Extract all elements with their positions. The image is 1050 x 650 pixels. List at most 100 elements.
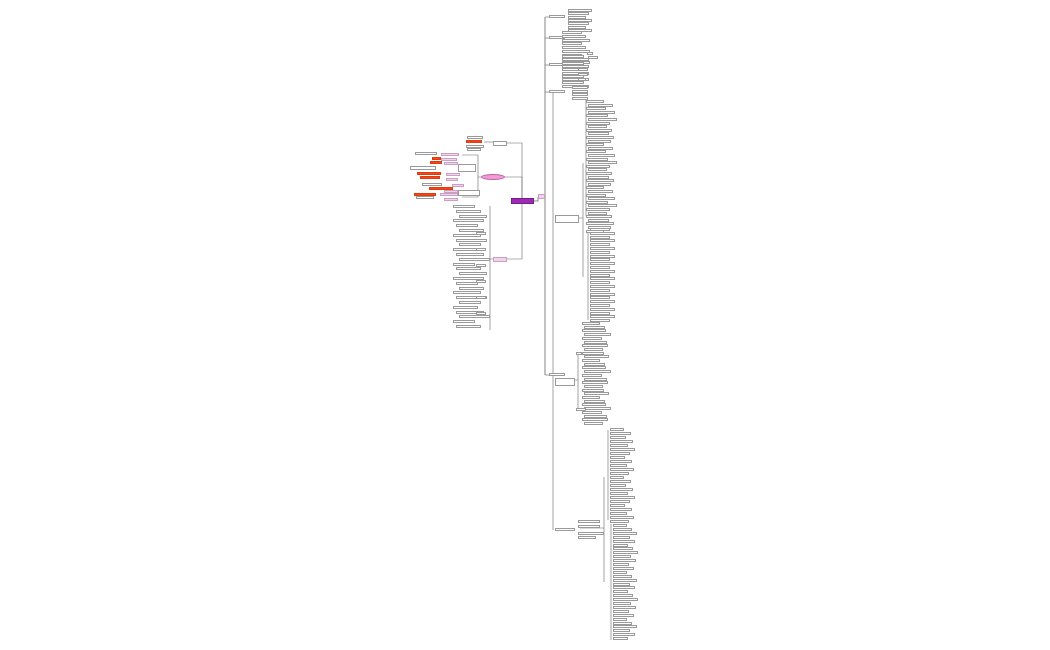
topic-node[interactable]	[588, 56, 598, 59]
topic-node[interactable]	[613, 527, 632, 531]
topic-node[interactable]	[459, 257, 490, 261]
topic-node[interactable]	[441, 158, 457, 161]
topic-node[interactable]	[562, 71, 589, 75]
topic-node[interactable]	[415, 152, 437, 155]
topic-node[interactable]	[582, 388, 604, 392]
topic-node[interactable]	[444, 190, 458, 193]
topic-node[interactable]	[493, 141, 507, 146]
topic-node[interactable]	[588, 154, 615, 157]
topic-node[interactable]	[613, 625, 637, 629]
topic-node[interactable]	[452, 184, 464, 187]
topic-node[interactable]	[586, 222, 614, 226]
topic-node[interactable]	[590, 250, 610, 254]
topic-node[interactable]	[613, 543, 628, 547]
topic-node[interactable]	[610, 432, 631, 435]
topic-node[interactable]	[453, 291, 481, 295]
topic-node[interactable]	[610, 468, 634, 471]
topic-node[interactable]	[590, 296, 610, 300]
topic-node[interactable]	[590, 269, 615, 273]
topic-node[interactable]	[590, 311, 610, 315]
topic-node[interactable]	[456, 238, 487, 242]
topic-node[interactable]	[444, 162, 458, 165]
topic-node[interactable]	[610, 488, 633, 491]
topic-node[interactable]	[610, 508, 632, 511]
topic-node[interactable]	[466, 140, 482, 143]
topic-node[interactable]	[456, 209, 481, 213]
topic-node[interactable]	[459, 243, 481, 247]
topic-node[interactable]	[613, 559, 636, 563]
topic-node[interactable]	[584, 399, 605, 403]
topic-node[interactable]	[420, 176, 440, 179]
topic-node[interactable]	[568, 9, 592, 12]
topic-node[interactable]	[613, 637, 628, 641]
topic-node[interactable]	[466, 145, 484, 148]
topic-node[interactable]	[613, 633, 635, 637]
topic-node[interactable]	[613, 563, 629, 566]
topic-node[interactable]	[613, 586, 635, 590]
topic-node[interactable]	[582, 351, 604, 355]
topic-node[interactable]	[562, 55, 584, 58]
topic-node[interactable]	[588, 139, 611, 143]
topic-node[interactable]	[456, 296, 487, 300]
topic-node[interactable]	[453, 262, 475, 266]
topic-node[interactable]	[586, 143, 604, 147]
topic-node[interactable]	[578, 536, 596, 539]
topic-node[interactable]	[613, 535, 630, 539]
topic-node[interactable]	[584, 370, 611, 374]
topic-node[interactable]	[453, 320, 475, 324]
topic-node[interactable]	[613, 555, 631, 559]
topic-node[interactable]	[610, 516, 634, 519]
topic-node[interactable]	[613, 613, 634, 617]
topic-node[interactable]	[586, 150, 606, 154]
topic-node[interactable]	[588, 110, 615, 114]
topic-node[interactable]	[582, 396, 600, 399]
topic-node[interactable]	[576, 352, 582, 355]
topic-node[interactable]	[610, 448, 635, 451]
topic-node[interactable]	[590, 266, 610, 269]
topic-node[interactable]	[458, 190, 480, 196]
topic-node[interactable]	[578, 532, 604, 535]
branch-node[interactable]	[555, 215, 579, 223]
topic-node[interactable]	[467, 148, 481, 151]
topic-node[interactable]	[572, 89, 588, 93]
topic-node[interactable]	[576, 408, 586, 411]
topic-node[interactable]	[586, 114, 608, 118]
topic-node[interactable]	[613, 574, 632, 578]
topic-node[interactable]	[582, 403, 606, 407]
topic-node[interactable]	[562, 58, 589, 62]
topic-node[interactable]	[441, 153, 459, 156]
topic-node[interactable]	[458, 164, 476, 172]
topic-node[interactable]	[582, 329, 606, 333]
topic-node[interactable]	[613, 531, 637, 535]
topic-node[interactable]	[416, 196, 434, 199]
topic-node[interactable]	[459, 214, 487, 218]
topic-node[interactable]	[610, 456, 625, 459]
topic-node[interactable]	[578, 68, 588, 71]
topic-node[interactable]	[590, 304, 610, 307]
topic-node[interactable]	[582, 344, 608, 348]
topic-node[interactable]	[584, 347, 603, 351]
topic-node[interactable]	[586, 208, 610, 211]
topic-node[interactable]	[582, 359, 600, 362]
topic-node[interactable]	[610, 504, 625, 507]
topic-node[interactable]	[430, 161, 442, 164]
topic-node[interactable]	[444, 198, 458, 201]
topic-node[interactable]	[568, 25, 586, 29]
topic-node[interactable]	[584, 333, 611, 337]
topic-node[interactable]	[582, 418, 608, 422]
topic-node[interactable]	[568, 15, 586, 19]
topic-node[interactable]	[613, 578, 637, 582]
topic-node[interactable]	[610, 460, 632, 463]
topic-node[interactable]	[584, 355, 609, 359]
topic-node[interactable]	[586, 186, 604, 190]
topic-node[interactable]	[476, 232, 486, 235]
topic-node[interactable]	[610, 512, 627, 515]
topic-node[interactable]	[562, 74, 584, 78]
topic-node[interactable]	[586, 100, 604, 103]
topic-node[interactable]	[582, 381, 608, 385]
topic-node[interactable]	[613, 551, 638, 555]
topic-node[interactable]	[572, 93, 588, 96]
topic-node[interactable]	[578, 73, 588, 76]
topic-node[interactable]	[590, 258, 610, 262]
branch-a[interactable]	[549, 15, 565, 18]
